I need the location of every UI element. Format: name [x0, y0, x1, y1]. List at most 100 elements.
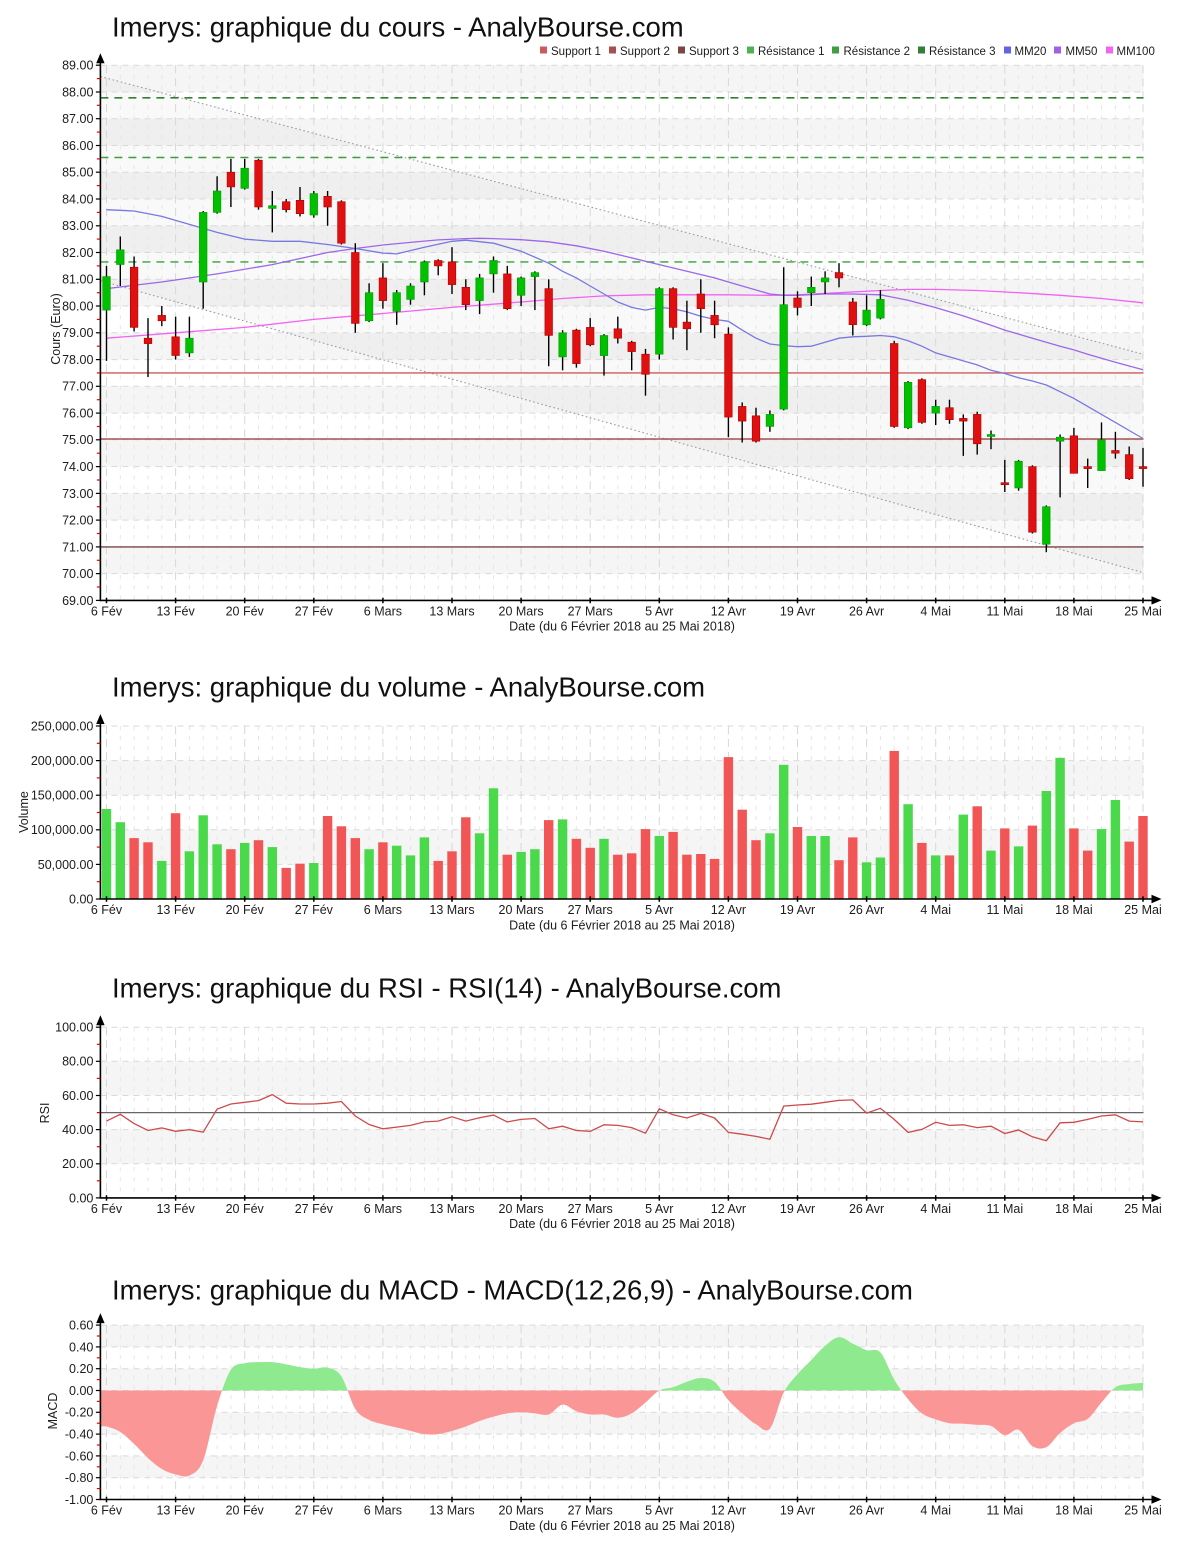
svg-text:83.00: 83.00 — [62, 219, 93, 233]
svg-text:Volume: Volume — [17, 791, 31, 833]
svg-text:4 Mai: 4 Mai — [920, 605, 951, 619]
svg-text:19 Avr: 19 Avr — [780, 1504, 815, 1518]
svg-text:Date (du 6 Février 2018 au 25: Date (du 6 Février 2018 au 25 Mai 2018) — [509, 620, 735, 634]
svg-text:-1.00: -1.00 — [65, 1493, 94, 1507]
svg-text:76.00: 76.00 — [62, 407, 93, 421]
svg-text:Résistance 2: Résistance 2 — [844, 46, 910, 58]
svg-text:84.00: 84.00 — [62, 192, 93, 206]
svg-text:75.00: 75.00 — [62, 433, 93, 447]
svg-text:0.00: 0.00 — [69, 1384, 93, 1398]
svg-text:27 Fév: 27 Fév — [295, 605, 334, 619]
svg-text:6 Fév: 6 Fév — [91, 1504, 123, 1518]
svg-text:19 Avr: 19 Avr — [780, 1202, 815, 1216]
svg-text:5 Avr: 5 Avr — [645, 1202, 673, 1216]
svg-text:26 Avr: 26 Avr — [849, 1504, 884, 1518]
svg-text:12 Avr: 12 Avr — [711, 605, 746, 619]
svg-text:60.00: 60.00 — [62, 1089, 93, 1103]
svg-text:0.20: 0.20 — [69, 1362, 93, 1376]
svg-text:80.00: 80.00 — [62, 1055, 93, 1069]
svg-text:86.00: 86.00 — [62, 139, 93, 153]
svg-text:11 Mai: 11 Mai — [987, 903, 1024, 917]
svg-text:27 Mars: 27 Mars — [568, 605, 613, 619]
svg-text:-0.40: -0.40 — [65, 1428, 94, 1442]
svg-text:Résistance 1: Résistance 1 — [758, 46, 824, 58]
svg-text:6 Fév: 6 Fév — [91, 605, 123, 619]
svg-text:-0.20: -0.20 — [65, 1406, 94, 1420]
svg-text:26 Avr: 26 Avr — [849, 903, 884, 917]
svg-text:20 Fév: 20 Fév — [226, 605, 265, 619]
svg-text:18 Mai: 18 Mai — [1055, 605, 1093, 619]
svg-text:MM100: MM100 — [1117, 46, 1155, 58]
svg-text:20 Fév: 20 Fév — [226, 1202, 265, 1216]
svg-text:81.00: 81.00 — [62, 273, 93, 287]
svg-text:27 Mars: 27 Mars — [568, 1504, 613, 1518]
svg-text:Imerys: graphique du cours - A: Imerys: graphique du cours - AnalyBourse… — [112, 12, 684, 43]
svg-text:69.00: 69.00 — [62, 594, 93, 608]
svg-text:4 Mai: 4 Mai — [920, 1202, 951, 1216]
svg-text:250,000.00: 250,000.00 — [31, 719, 94, 733]
svg-text:4 Mai: 4 Mai — [920, 903, 951, 917]
svg-text:25 Mai: 25 Mai — [1124, 1504, 1162, 1518]
svg-text:13 Fév: 13 Fév — [156, 1504, 195, 1518]
svg-text:70.00: 70.00 — [62, 567, 93, 581]
svg-text:25 Mai: 25 Mai — [1124, 1202, 1162, 1216]
svg-text:Support 2: Support 2 — [620, 46, 670, 58]
svg-text:100.00: 100.00 — [55, 1021, 93, 1035]
svg-text:-0.80: -0.80 — [65, 1471, 94, 1485]
svg-text:77.00: 77.00 — [62, 380, 93, 394]
svg-text:13 Fév: 13 Fév — [156, 605, 195, 619]
svg-text:150,000.00: 150,000.00 — [31, 789, 94, 803]
svg-text:0.60: 0.60 — [69, 1319, 93, 1333]
svg-text:6 Fév: 6 Fév — [91, 1202, 123, 1216]
svg-text:13 Mars: 13 Mars — [429, 903, 474, 917]
svg-text:12 Avr: 12 Avr — [711, 1202, 746, 1216]
svg-text:79.00: 79.00 — [62, 326, 93, 340]
svg-text:5 Avr: 5 Avr — [645, 1504, 673, 1518]
svg-text:13 Mars: 13 Mars — [429, 1202, 474, 1216]
svg-text:87.00: 87.00 — [62, 112, 93, 126]
svg-text:72.00: 72.00 — [62, 514, 93, 528]
svg-text:18 Mai: 18 Mai — [1055, 903, 1093, 917]
svg-text:50,000.00: 50,000.00 — [38, 858, 94, 872]
svg-text:4 Mai: 4 Mai — [920, 1504, 951, 1518]
svg-text:20 Mars: 20 Mars — [499, 605, 544, 619]
svg-text:6 Mars: 6 Mars — [364, 903, 402, 917]
svg-text:Date (du 6 Février 2018 au 25: Date (du 6 Février 2018 au 25 Mai 2018) — [509, 918, 735, 932]
svg-text:85.00: 85.00 — [62, 166, 93, 180]
svg-text:-0.60: -0.60 — [65, 1449, 94, 1463]
svg-text:18 Mai: 18 Mai — [1055, 1202, 1093, 1216]
svg-text:Support 1: Support 1 — [551, 46, 601, 58]
svg-text:20.00: 20.00 — [62, 1157, 93, 1171]
svg-text:20 Fév: 20 Fév — [226, 903, 265, 917]
svg-text:5 Avr: 5 Avr — [645, 605, 673, 619]
svg-text:25 Mai: 25 Mai — [1124, 903, 1162, 917]
svg-text:0.00: 0.00 — [69, 1191, 93, 1205]
svg-text:100,000.00: 100,000.00 — [31, 823, 94, 837]
svg-text:5 Avr: 5 Avr — [645, 903, 673, 917]
svg-text:26 Avr: 26 Avr — [849, 1202, 884, 1216]
svg-text:40.00: 40.00 — [62, 1123, 93, 1137]
svg-text:Imerys: graphique du RSI - RSI: Imerys: graphique du RSI - RSI(14) - Ana… — [112, 973, 781, 1004]
svg-text:27 Fév: 27 Fév — [295, 1504, 334, 1518]
svg-text:6 Fév: 6 Fév — [91, 903, 123, 917]
svg-text:20 Fév: 20 Fév — [226, 1504, 265, 1518]
svg-text:6 Mars: 6 Mars — [364, 1202, 402, 1216]
svg-text:13 Mars: 13 Mars — [429, 605, 474, 619]
svg-text:12 Avr: 12 Avr — [711, 903, 746, 917]
svg-text:13 Fév: 13 Fév — [156, 903, 195, 917]
svg-text:Imerys: graphique du MACD - MA: Imerys: graphique du MACD - MACD(12,26,9… — [112, 1275, 913, 1306]
svg-text:200,000.00: 200,000.00 — [31, 754, 94, 768]
svg-text:11 Mai: 11 Mai — [987, 1504, 1024, 1518]
svg-text:18 Mai: 18 Mai — [1055, 1504, 1093, 1518]
svg-text:27 Fév: 27 Fév — [295, 1202, 334, 1216]
svg-text:0.00: 0.00 — [69, 892, 93, 906]
svg-text:20 Mars: 20 Mars — [499, 1202, 544, 1216]
svg-text:89.00: 89.00 — [62, 59, 93, 73]
svg-text:78.00: 78.00 — [62, 353, 93, 367]
svg-text:19 Avr: 19 Avr — [780, 903, 815, 917]
svg-text:27 Fév: 27 Fév — [295, 903, 334, 917]
svg-text:27 Mars: 27 Mars — [568, 1202, 613, 1216]
svg-text:Date (du 6 Février 2018 au 25: Date (du 6 Février 2018 au 25 Mai 2018) — [509, 1519, 735, 1533]
svg-text:Cours (Euro): Cours (Euro) — [49, 293, 63, 365]
svg-text:12 Avr: 12 Avr — [711, 1504, 746, 1518]
